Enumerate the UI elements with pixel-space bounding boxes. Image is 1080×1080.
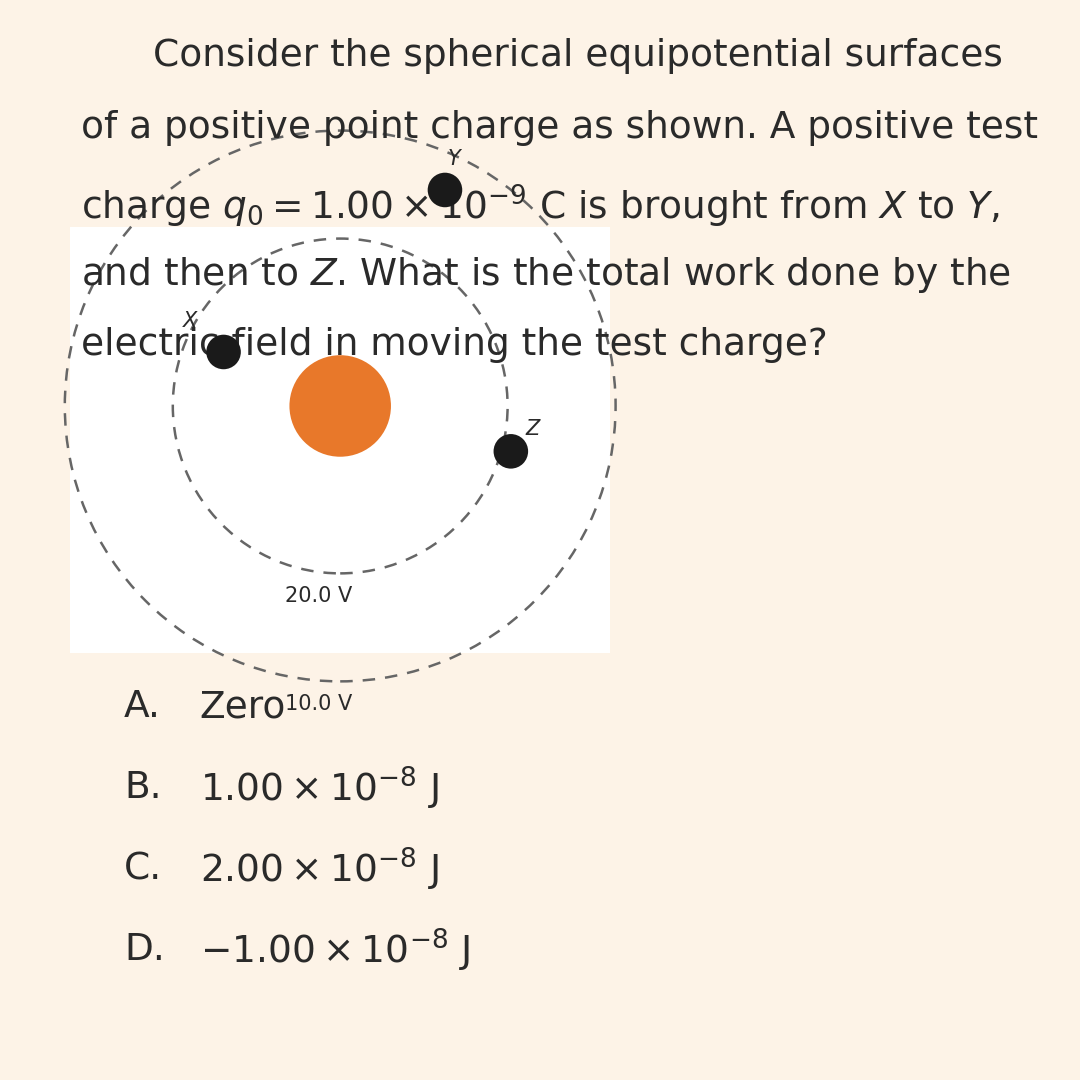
Circle shape	[428, 173, 462, 207]
Text: A.: A.	[124, 689, 161, 726]
Bar	[70, 227, 610, 653]
Text: D.: D.	[124, 932, 165, 969]
Text: C.: C.	[124, 851, 162, 888]
Circle shape	[494, 434, 528, 469]
Text: Zero: Zero	[200, 689, 286, 726]
Text: Consider the spherical equipotential surfaces: Consider the spherical equipotential sur…	[153, 38, 1002, 73]
Text: $-1.00 \times 10^{-8}$ J: $-1.00 \times 10^{-8}$ J	[200, 927, 470, 974]
Text: 10.0 V: 10.0 V	[285, 694, 352, 714]
Text: B.: B.	[124, 770, 162, 807]
Text: $Z$: $Z$	[525, 419, 542, 440]
Text: of a positive point charge as shown. A positive test: of a positive point charge as shown. A p…	[81, 110, 1038, 146]
Text: $2.00 \times 10^{-8}$ J: $2.00 \times 10^{-8}$ J	[200, 846, 438, 893]
Text: and then to $Z$. What is the total work done by the: and then to $Z$. What is the total work …	[81, 255, 1011, 295]
Circle shape	[289, 355, 391, 457]
Circle shape	[206, 335, 241, 369]
Text: $Y$: $Y$	[447, 149, 463, 170]
Text: $X$: $X$	[183, 311, 200, 332]
Text: electric field in moving the test charge?: electric field in moving the test charge…	[81, 327, 827, 363]
Text: 20.0 V: 20.0 V	[285, 586, 352, 606]
Text: $1.00 \times 10^{-8}$ J: $1.00 \times 10^{-8}$ J	[200, 765, 438, 812]
Text: charge $q_0 = 1.00 \times 10^{-9}$ C is brought from $X$ to $Y$,: charge $q_0 = 1.00 \times 10^{-9}$ C is …	[81, 183, 1000, 230]
